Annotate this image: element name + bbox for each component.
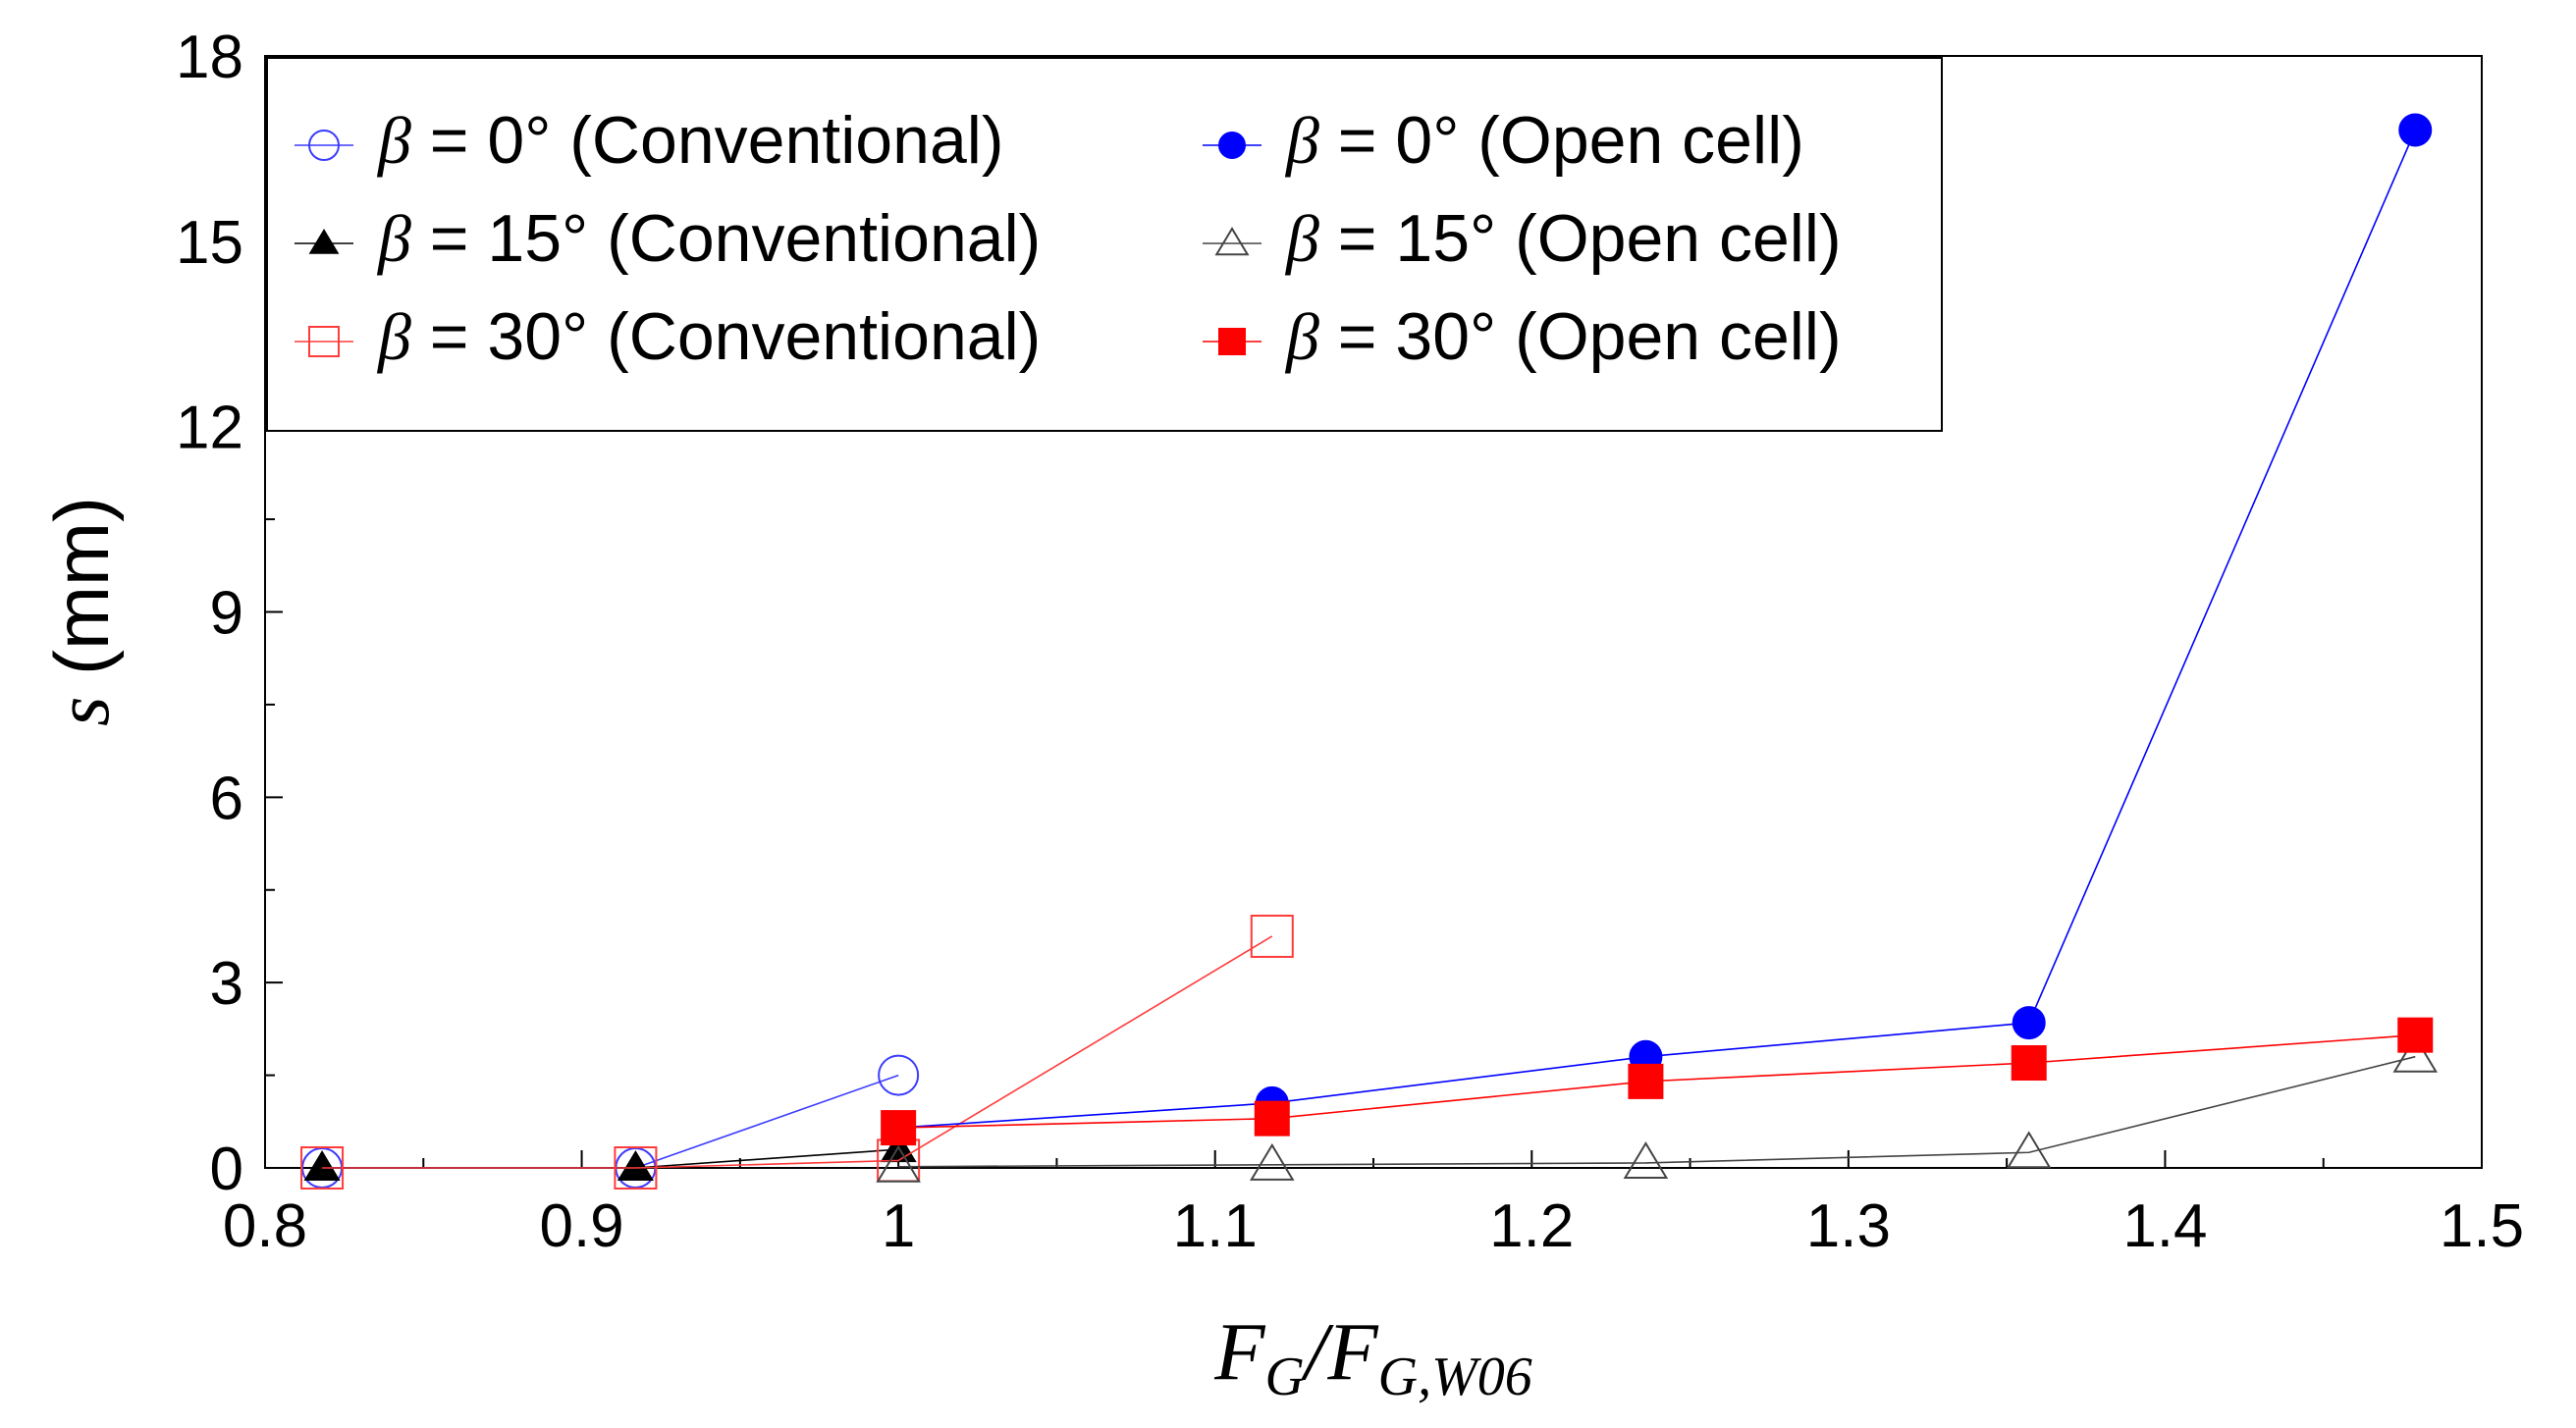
y-tick-label: 15 xyxy=(176,209,243,277)
data-point xyxy=(1628,1063,1664,1099)
y-tick-label: 0 xyxy=(210,1136,243,1203)
legend-marker xyxy=(308,326,340,357)
legend-greek: β xyxy=(376,299,411,374)
y-axis-variable: s xyxy=(39,697,125,726)
legend-label: β = 15° (Conventional) xyxy=(376,201,1041,276)
data-point xyxy=(1250,914,1294,958)
legend-text: = 30° (Open cell) xyxy=(1319,299,1842,374)
legend-greek: β xyxy=(1284,103,1319,178)
x-label-sub2: G,W06 xyxy=(1378,1347,1532,1407)
legend-greek: β xyxy=(1284,299,1319,374)
y-tick-label: 3 xyxy=(210,950,243,1018)
tick-labels: 0.8 0.9 1 1.1 1.2 1.3 1.4 1.5 0 3 6 9 12 15 18 xyxy=(176,24,2524,1260)
data-point xyxy=(1250,1142,1295,1181)
y-axis-label: s (mm) xyxy=(38,497,125,726)
y-tick-label: 12 xyxy=(176,395,243,462)
legend-label: β = 30° (Open cell) xyxy=(1284,299,1842,374)
series-4 xyxy=(876,1034,2439,1183)
data-point xyxy=(617,1150,654,1181)
x-tick-label: 1.2 xyxy=(1489,1192,1574,1260)
legend-box xyxy=(266,57,1943,432)
x-tick-label: 1.4 xyxy=(2122,1192,2207,1260)
x-tick-label: 0.8 xyxy=(223,1192,307,1260)
legend-text: = 0° (Open cell) xyxy=(1319,103,1804,178)
x-tick-label: 1.1 xyxy=(1173,1192,1258,1260)
legend-entry: β = 0° (Open cell) xyxy=(1203,103,1804,178)
series-layer xyxy=(300,113,2439,1190)
data-point xyxy=(876,1144,921,1183)
legend-text: = 30° (Conventional) xyxy=(411,299,1041,374)
x-label-main: F xyxy=(1213,1306,1266,1398)
x-tick-label: 1.3 xyxy=(1806,1192,1891,1260)
legend-label: β = 30° (Conventional) xyxy=(376,299,1041,374)
x-axis-label: FG/FG,W06 xyxy=(1213,1306,1532,1407)
legend-entry: β = 30° (Open cell) xyxy=(1203,299,1842,374)
legend: β = 0° (Conventional)β = 15° (Convention… xyxy=(266,57,1943,432)
legend-marker xyxy=(1218,328,1246,355)
series-line xyxy=(898,1055,2416,1168)
data-point xyxy=(878,1054,920,1096)
y-tick-label: 9 xyxy=(210,580,243,648)
legend-label: β = 0° (Open cell) xyxy=(1284,103,1804,178)
data-point xyxy=(2398,113,2433,147)
data-point xyxy=(2392,1034,2439,1073)
series-5 xyxy=(881,1017,2434,1146)
data-point xyxy=(2012,1006,2046,1040)
x-tick-label: 1 xyxy=(882,1192,915,1260)
x-tick-label: 1.5 xyxy=(2440,1192,2524,1260)
data-point xyxy=(2006,1131,2052,1169)
legend-label: β = 15° (Open cell) xyxy=(1284,201,1842,276)
legend-text: = 15° (Conventional) xyxy=(411,201,1041,276)
data-point xyxy=(1254,1100,1290,1137)
legend-entry: β = 0° (Conventional) xyxy=(295,103,1004,178)
series-line xyxy=(322,935,1273,1169)
legend-entry: β = 30° (Conventional) xyxy=(295,299,1041,374)
legend-greek: β xyxy=(376,103,411,178)
data-point xyxy=(881,1110,917,1146)
legend-text: = 15° (Open cell) xyxy=(1319,201,1842,276)
legend-greek: β xyxy=(1284,201,1319,276)
x-tick-label: 0.9 xyxy=(539,1192,623,1260)
legend-entry: β = 15° (Conventional) xyxy=(295,201,1041,276)
legend-marker xyxy=(308,130,340,161)
legend-marker xyxy=(308,229,340,254)
data-point xyxy=(1623,1141,1669,1179)
y-axis-unit: (mm) xyxy=(38,497,125,697)
x-label-sub1: G xyxy=(1265,1347,1305,1407)
y-tick-label: 18 xyxy=(176,24,243,91)
data-point xyxy=(303,1150,341,1181)
legend-marker xyxy=(1214,227,1250,256)
legend-label: β = 0° (Conventional) xyxy=(376,103,1004,178)
tick-marks xyxy=(264,55,2483,1169)
legend-marker xyxy=(1218,132,1246,159)
data-point xyxy=(300,1146,345,1190)
legend-entry: β = 15° (Open cell) xyxy=(1203,201,1842,276)
data-point xyxy=(614,1146,658,1190)
data-point xyxy=(2397,1017,2434,1053)
legend-greek: β xyxy=(376,201,411,276)
x-label-slash: /F xyxy=(1301,1306,1379,1398)
y-tick-label: 6 xyxy=(210,765,243,832)
legend-text: = 0° (Conventional) xyxy=(411,103,1004,178)
data-point xyxy=(2011,1044,2047,1081)
series-2 xyxy=(300,914,1294,1190)
